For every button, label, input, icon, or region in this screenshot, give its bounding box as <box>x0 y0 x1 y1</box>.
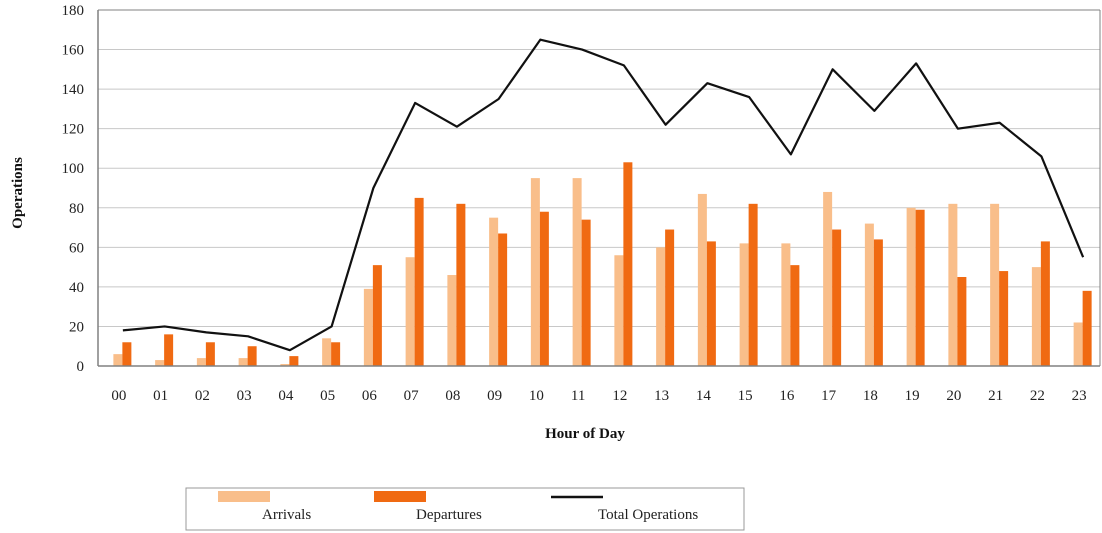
line-total-operations <box>122 38 1085 352</box>
bar-arrivals <box>948 203 958 366</box>
bar-departures <box>623 162 633 366</box>
bar-arrivals <box>1073 322 1083 366</box>
bar-departures <box>915 209 925 366</box>
tick-labels: 0 20 40 60 80 100 120 140 160 180 00 01 02 03 04 05 06 07… <box>62 3 1087 404</box>
bar-departures <box>748 203 758 366</box>
legend: Arrivals Departures Total Operations <box>185 487 745 531</box>
x-tick-label: 07 <box>404 388 420 404</box>
bar-arrivals <box>489 217 499 366</box>
bar-departures <box>164 334 174 366</box>
bar-arrivals <box>238 358 248 366</box>
x-tick-label: 05 <box>320 388 335 404</box>
bar-departures <box>999 271 1009 366</box>
y-tick-label: 80 <box>69 201 84 217</box>
bar-arrivals <box>906 207 916 366</box>
x-tick-label: 09 <box>487 388 502 404</box>
bar-departures <box>539 211 549 366</box>
bar-arrivals <box>447 275 457 366</box>
axes <box>97 9 1101 367</box>
bar-arrivals <box>990 203 1000 366</box>
y-tick-label: 40 <box>69 280 84 296</box>
bar-arrivals <box>113 354 123 366</box>
y-tick-label: 120 <box>62 122 85 138</box>
y-tick-label: 140 <box>62 82 85 98</box>
bar-arrivals <box>155 360 165 366</box>
legend-swatch-departures <box>374 491 426 502</box>
y-axis-title: Operations <box>10 157 26 229</box>
legend-swatch-arrivals <box>218 491 270 502</box>
bar-arrivals <box>280 364 290 366</box>
x-tick-label: 17 <box>821 388 837 404</box>
bar-departures <box>122 342 132 366</box>
x-tick-label: 01 <box>153 388 168 404</box>
bar-arrivals <box>823 191 833 366</box>
bar-departures <box>1082 290 1092 366</box>
bar-departures <box>456 203 466 366</box>
bar-arrivals <box>614 255 624 366</box>
x-tick-label: 20 <box>946 388 961 404</box>
bar-arrivals <box>781 243 791 366</box>
bar-arrivals <box>572 178 582 366</box>
legend-box <box>185 487 745 531</box>
y-tick-label: 0 <box>77 359 85 375</box>
bar-departures <box>247 346 257 366</box>
bar-departures <box>581 219 591 366</box>
x-tick-label: 10 <box>529 388 544 404</box>
bar-departures <box>665 229 675 366</box>
bar-arrivals <box>363 288 373 366</box>
bar-departures <box>790 265 800 366</box>
x-tick-label: 04 <box>278 388 294 404</box>
x-tick-label: 18 <box>863 388 878 404</box>
x-tick-label: 13 <box>654 388 669 404</box>
legend-label-departures: Departures <box>416 507 482 523</box>
bar-departures <box>498 233 508 366</box>
y-tick-label: 160 <box>62 43 85 59</box>
bar-departures <box>706 241 716 366</box>
x-tick-label: 14 <box>696 388 712 404</box>
bar-arrivals <box>322 338 332 366</box>
x-tick-label: 06 <box>362 388 378 404</box>
legend-label-total-operations: Total Operations <box>598 507 698 523</box>
x-tick-label: 23 <box>1072 388 1087 404</box>
x-axis-title: Hour of Day <box>545 426 625 442</box>
bar-departures <box>289 356 299 366</box>
y-tick-label: 100 <box>62 161 85 177</box>
bar-arrivals <box>196 358 206 366</box>
bar-departures <box>331 342 341 366</box>
y-tick-label: 20 <box>69 319 84 335</box>
bar-departures <box>832 229 842 366</box>
bar-departures <box>414 197 424 366</box>
x-tick-label: 22 <box>1030 388 1045 404</box>
x-tick-label: 16 <box>779 388 795 404</box>
bar-departures <box>372 265 382 366</box>
x-tick-label: 19 <box>905 388 920 404</box>
bar-arrivals <box>864 223 874 366</box>
bar-departures <box>1040 241 1050 366</box>
y-tick-label: 180 <box>62 3 85 19</box>
bar-arrivals <box>530 178 540 366</box>
bar-arrivals <box>739 243 749 366</box>
bar-departures <box>957 277 967 366</box>
total-operations-series <box>122 38 1085 352</box>
x-tick-label: 12 <box>612 388 627 404</box>
x-tick-label: 11 <box>571 388 585 404</box>
y-tick-label: 60 <box>69 240 84 256</box>
bars <box>113 162 1092 366</box>
x-tick-label: 03 <box>237 388 252 404</box>
bar-arrivals <box>1031 267 1041 366</box>
x-tick-label: 02 <box>195 388 210 404</box>
x-tick-label: 15 <box>738 388 753 404</box>
x-tick-label: 21 <box>988 388 1003 404</box>
bar-departures <box>205 342 215 366</box>
bar-arrivals <box>405 257 415 366</box>
x-tick-label: 08 <box>445 388 460 404</box>
bar-departures <box>873 239 883 366</box>
legend-label-arrivals: Arrivals <box>262 507 311 523</box>
bar-arrivals <box>656 247 666 366</box>
bar-arrivals <box>697 193 707 366</box>
x-tick-label: 00 <box>111 388 126 404</box>
